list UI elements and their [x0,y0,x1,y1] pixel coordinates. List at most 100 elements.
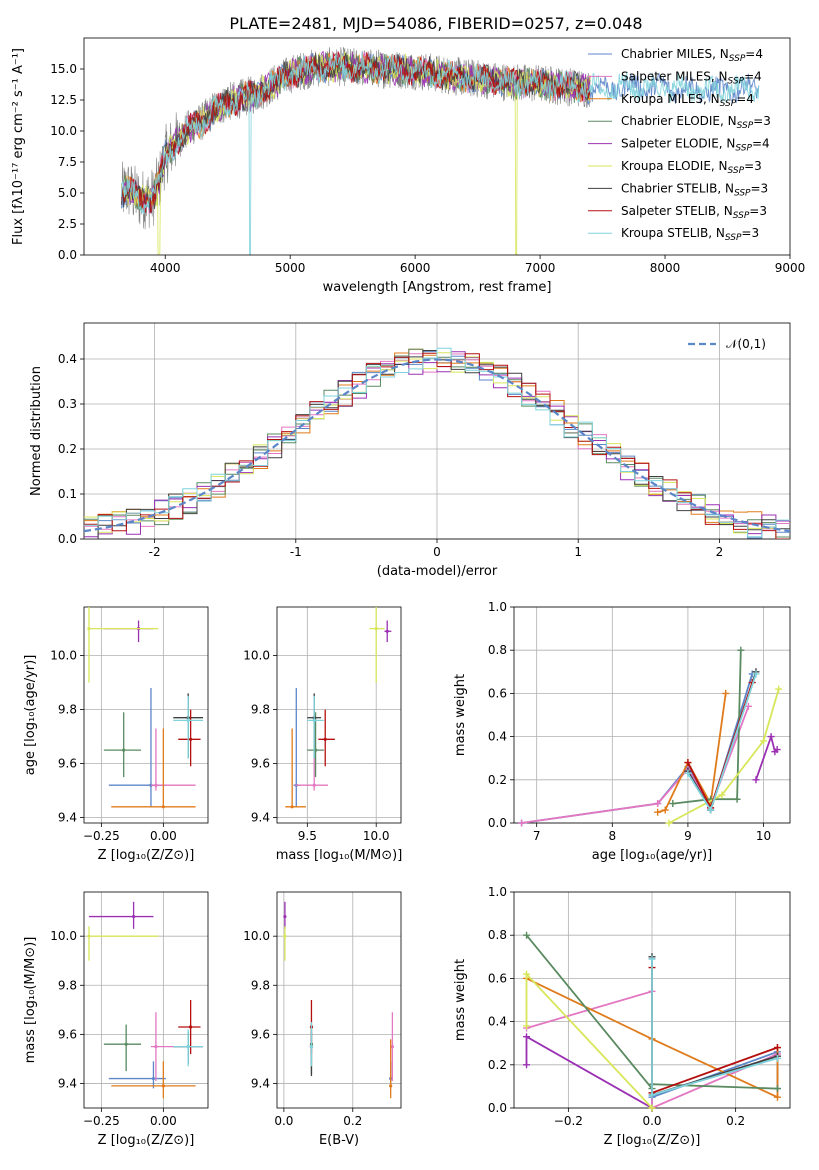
legend-label: Chabrier MILES, NSSP=4 [621,47,763,64]
x-tick-label: 0 [433,545,441,559]
y-tick-label: 9.8 [58,703,77,717]
y-tick-label: 0.2 [488,1058,507,1072]
series-marker [661,806,669,814]
legend-label-tail: =3 [753,114,771,128]
x-tick-label: 9.5 [298,829,317,843]
x-axis-label: wavelength [Angstrom, rest frame] [323,280,552,295]
y-axis-label: mass weight [453,674,468,756]
y-tick-label: 0.0 [488,1101,507,1115]
data-point [389,1084,393,1088]
axes-frame [83,37,791,256]
series-line [755,733,778,781]
y-tick-label: 9.4 [58,1076,77,1090]
legend-label-sub: SSP [737,121,754,131]
series-marker [669,800,677,808]
x-tick-label: 6000 [400,261,431,275]
spectrum-model-line [121,51,760,255]
x-axis-label: Z [log₁₀(Z/Z⊙)] [98,1133,195,1148]
data-point [290,805,294,809]
y-tick-label: 0.4 [488,1015,507,1029]
x-tick-label: −0.25 [83,1114,120,1128]
x-axis-label: Z [log₁₀(Z/Z⊙)] [604,1133,701,1148]
x-axis-label: E(B-V) [319,1133,359,1148]
data-point [309,1045,314,1049]
age-weight-panel: 7 8 9 10 0.0 0.2 0.4 0.6 0.8 1.0 age [log₁₀(age/yr… [453,600,791,863]
series-marker [523,931,531,939]
y-tick-label: 0.6 [488,686,507,700]
series-marker [684,759,692,767]
y-tick-label: 9.6 [58,1027,77,1041]
series-marker [648,1104,656,1112]
data-point [149,783,153,787]
data-point [390,1045,394,1049]
y-tick-label: 5.0 [58,186,77,200]
x-tick-label: -1 [290,545,302,559]
legend-label-tail: =4 [752,137,770,151]
y-tick-label: 12.5 [50,93,77,107]
axes-frame [513,606,791,824]
y-tick-label: 2.5 [58,217,77,231]
legend-label-tail: =3 [749,204,767,218]
series-line [526,977,779,1099]
legend-label-sub: SSP [734,188,751,198]
legend-label: Salpeter ELODIE, NSSP=4 [621,137,770,154]
series-line [672,650,742,805]
y-tick-label: 10.0 [50,124,77,138]
legend-label: 𝒩(0,1) [726,337,766,351]
x-axis-label: (data-model)/error [377,564,498,579]
y-tick-label: 0.6 [488,971,507,985]
series-line [525,1035,653,1109]
y-tick-label: 15.0 [50,62,77,76]
legend-label-sub: SSP [729,54,746,64]
x-tick-label: 0.0 [642,1114,661,1128]
series-marker [760,737,768,745]
series-marker [737,646,745,654]
x-tick-label: 0.00 [150,1114,177,1128]
series-marker [654,808,662,816]
series-marker [752,670,760,678]
data-point [186,718,190,723]
x-axis-label: Z [log₁₀(Z/Z⊙)] [98,848,195,863]
histogram-step [84,347,790,538]
y-tick-label: 0.4 [58,352,77,366]
legend-label: Kroupa MILES, NSSP=4 [621,92,754,109]
z-mass-plot-area [87,901,204,1099]
plots-container: 4000 5000 6000 7000 8000 90000.02.55.07.510.0… [11,37,806,1148]
x-tick-label: 9000 [775,261,806,275]
y-tick-label: 0.0 [58,532,77,546]
x-tick-label: 10.0 [363,829,390,843]
y-tick-label: 0.1 [58,487,77,501]
y-tick-label: 9.8 [58,978,77,992]
y-axis-label: Normed distribution [29,366,44,496]
legend-label: Kroupa ELODIE, NSSP=3 [621,159,762,176]
legend-label: Kroupa STELIB, NSSP=3 [621,226,759,243]
series-marker [518,819,526,827]
series-marker [718,791,726,799]
legend-label-base: Kroupa ELODIE, N [621,159,728,173]
legend-label-base: Kroupa STELIB, N [621,226,725,240]
data-point [124,1042,128,1046]
legend-label-sub: SSP [720,99,737,109]
legend-label-sub: SSP [725,233,742,243]
legend-label-base: Salpeter STELIB, N [621,204,733,218]
data-point [283,934,287,938]
legend-label: Salpeter MILES, NSSP=4 [621,69,762,86]
data-point [312,783,316,787]
y-tick-label: 10.0 [50,649,77,663]
legend-label: Salpeter STELIB, NSSP=3 [621,204,767,221]
legend-label-base: Chabrier ELODIE, N [621,114,737,128]
y-tick-label: 0.4 [488,730,507,744]
residuals-plot-area [84,347,790,539]
legend-label-sub: SSP [735,144,752,154]
x-tick-label: 4000 [150,261,181,275]
legend-label-tail: =4 [745,47,763,61]
series-marker [773,1054,781,1062]
y-tick-label: 10.0 [243,929,270,943]
data-point [283,914,287,919]
series-line [525,971,653,1109]
y-axis-label: mass weight [453,959,468,1041]
x-axis-label: mass [log₁₀(M/M⊙)] [276,848,403,863]
z-mass-panel: −0.25 0.00 9.4 9.6 9.8 10.0 Z [log₁₀(Z/Z⊙)] mas… [23,891,209,1148]
series-marker [773,746,781,754]
